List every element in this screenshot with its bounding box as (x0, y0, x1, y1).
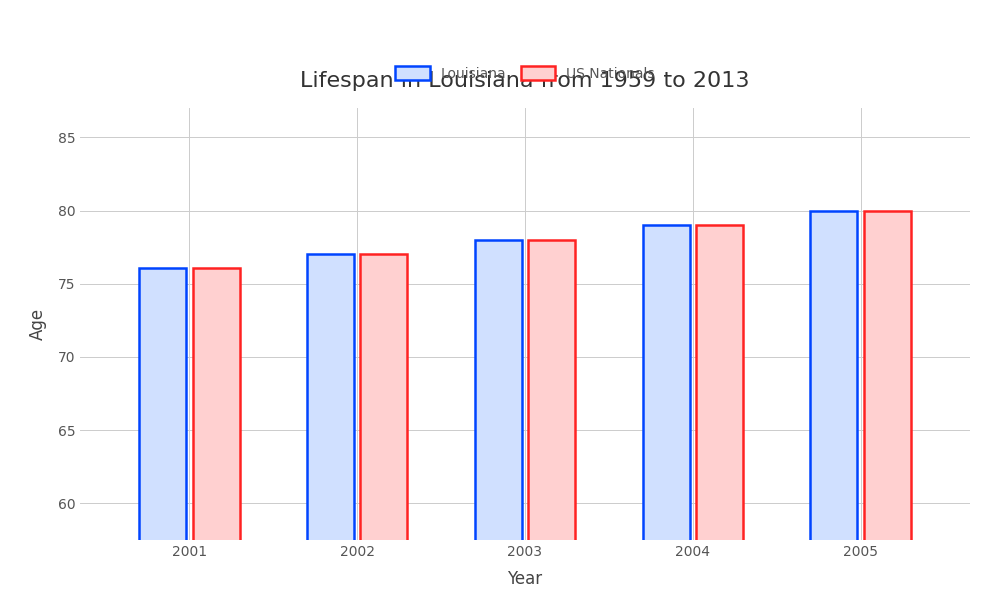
Bar (360, 254, 407, 600)
Bar (193, 268, 240, 600)
Legend: Louisiana, US Nationals: Louisiana, US Nationals (388, 59, 662, 88)
Bar (307, 254, 354, 600)
Bar (810, 211, 857, 600)
Title: Lifespan in Louisiana from 1959 to 2013: Lifespan in Louisiana from 1959 to 2013 (300, 71, 750, 91)
X-axis label: Year: Year (507, 570, 543, 588)
Y-axis label: Age: Age (28, 308, 46, 340)
Bar (475, 240, 522, 600)
Bar (528, 240, 575, 600)
Bar (643, 225, 690, 600)
Bar (139, 268, 186, 600)
Bar (864, 211, 911, 600)
Bar (696, 225, 743, 600)
